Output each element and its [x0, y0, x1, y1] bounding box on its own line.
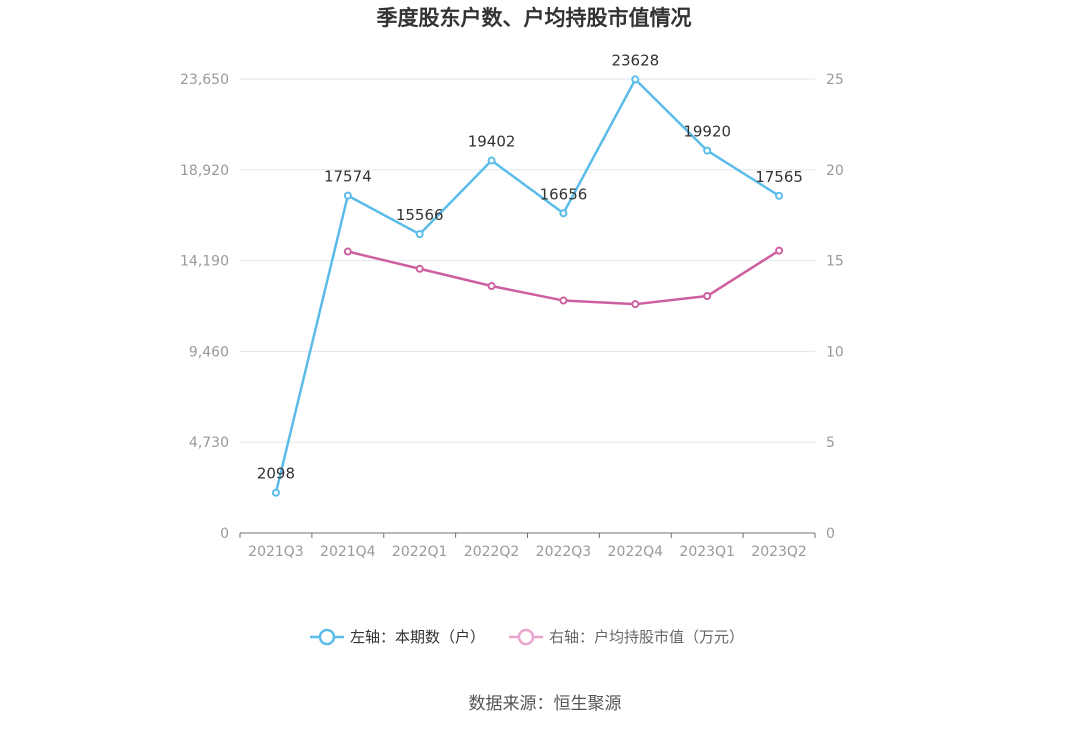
x-tick-label: 2022Q3 [536, 544, 592, 560]
right-tick-label: 10 [826, 344, 844, 360]
x-tick-label: 2022Q1 [392, 544, 448, 560]
x-tick-label: 2021Q3 [248, 544, 304, 560]
legend-label: 右轴：户均持股市值（万元） [549, 628, 744, 646]
right-tick-label: 0 [826, 526, 835, 542]
data-point [415, 264, 424, 273]
left-tick-label: 23,650 [180, 72, 229, 88]
data-point [559, 209, 568, 218]
data-point [775, 246, 784, 255]
data-point [631, 300, 640, 309]
right-axis: 0 5 10 15 20 25 [826, 72, 844, 542]
data-point [775, 191, 784, 200]
data-label: 17565 [755, 168, 803, 186]
right-tick-label: 15 [826, 254, 844, 270]
data-label: 19920 [683, 123, 731, 141]
data-label: 23628 [611, 51, 659, 69]
data-point [343, 191, 352, 200]
left-tick-label: 14,190 [180, 254, 229, 270]
data-point [487, 156, 496, 165]
data-point [703, 292, 712, 301]
left-tick-label: 0 [220, 526, 229, 542]
left-tick-label: 4,730 [189, 435, 229, 451]
data-label: 2098 [257, 465, 295, 483]
data-point [487, 282, 496, 291]
left-axis: 0 4,730 9,460 14,190 18,920 23,650 [180, 72, 229, 542]
right-tick-label: 25 [826, 72, 844, 88]
x-tick-label: 2022Q4 [608, 544, 664, 560]
legend: 左轴：本期数（户） 右轴：户均持股市值（万元） [310, 628, 744, 646]
legend-label: 左轴：本期数（户） [350, 628, 485, 646]
data-point [559, 296, 568, 305]
x-axis: 2021Q3 2021Q4 2022Q1 2022Q2 2022Q3 2022Q4 2023… [239, 532, 816, 560]
data-point [343, 247, 352, 256]
right-tick-label: 20 [826, 163, 844, 179]
data-point [271, 488, 280, 497]
data-label: 16656 [540, 185, 588, 203]
x-tick-label: 2023Q2 [751, 544, 807, 560]
chart-title: 季度股东户数、户均持股市值情况 [377, 6, 692, 30]
left-tick-label: 18,920 [180, 163, 229, 179]
data-label: 15566 [396, 206, 444, 224]
series-line-1 [347, 249, 780, 306]
source-note: 数据来源：恒生聚源 [469, 694, 622, 714]
series-line-0 [274, 78, 780, 494]
data-point [631, 75, 640, 84]
grid-lines [240, 78, 815, 443]
legend-swatch-marker [517, 628, 535, 646]
left-tick-label: 9,460 [189, 344, 229, 360]
series-layer: 2098 17574 15566 19402 16656 23628 19920 17565 [257, 51, 803, 497]
x-tick-label: 2021Q4 [320, 544, 376, 560]
x-tick-label: 2022Q2 [464, 544, 520, 560]
data-label: 19402 [468, 133, 516, 151]
data-point [703, 146, 712, 155]
x-tick-label: 2023Q1 [679, 544, 735, 560]
legend-swatch-marker [318, 628, 336, 646]
right-tick-label: 5 [826, 435, 835, 451]
data-label: 17574 [324, 168, 372, 186]
data-point [415, 230, 424, 239]
